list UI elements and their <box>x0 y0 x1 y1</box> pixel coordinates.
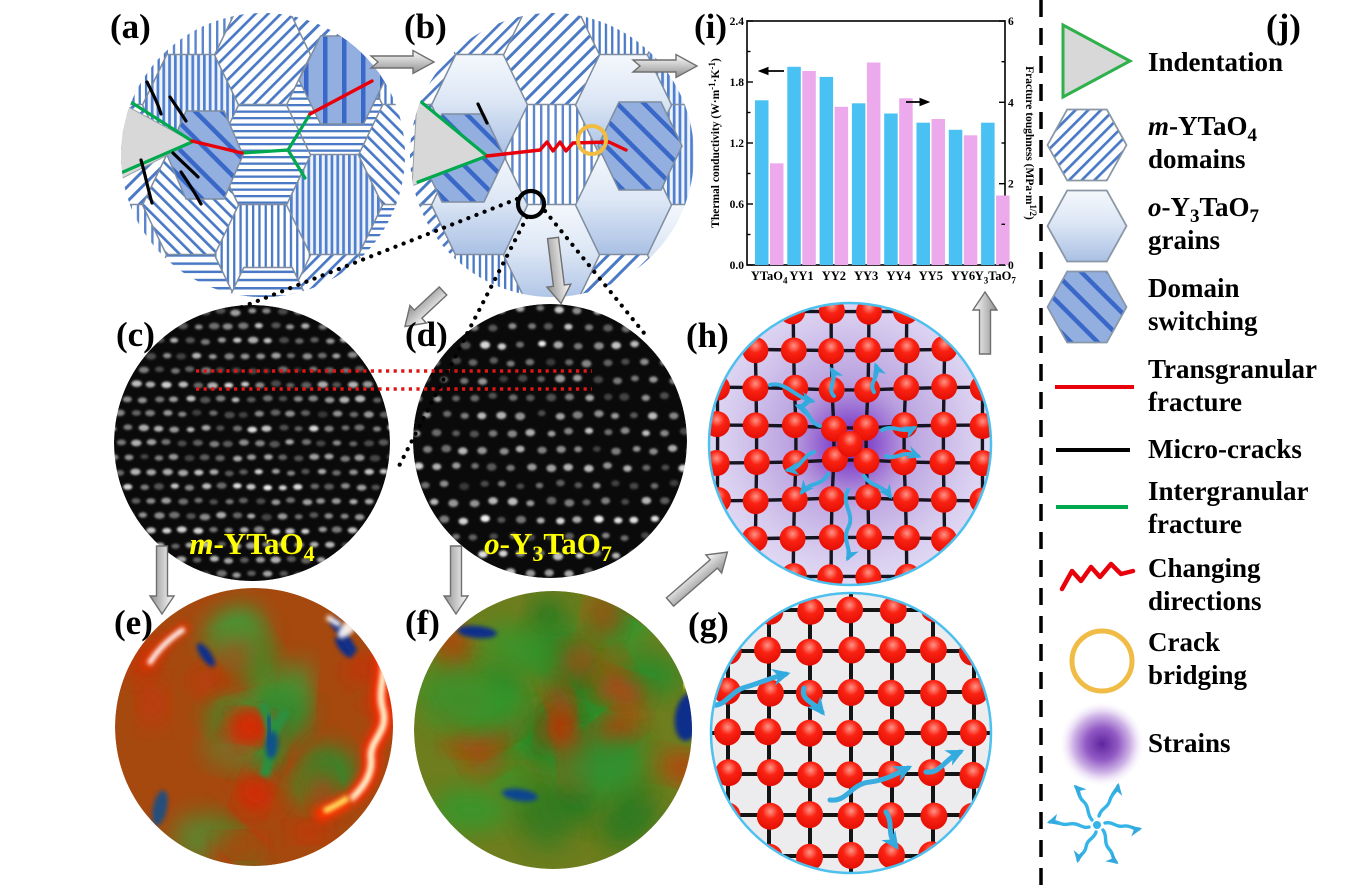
svg-text:(j): (j) <box>1266 7 1301 46</box>
svg-text:Y3TaO7: Y3TaO7 <box>975 269 1017 286</box>
svg-text:Domain: Domain <box>1148 273 1240 303</box>
svg-text:fracture: fracture <box>1148 387 1242 417</box>
svg-text:4: 4 <box>1008 97 1014 109</box>
svg-text:YY1: YY1 <box>789 269 813 283</box>
svg-text:YTaO4: YTaO4 <box>751 269 788 286</box>
svg-text:fracture: fracture <box>1148 509 1242 539</box>
svg-text:bridging: bridging <box>1148 660 1248 690</box>
svg-text:Crack: Crack <box>1148 627 1220 657</box>
svg-text:(b): (b) <box>404 7 447 46</box>
svg-text:Fracture toughness (MPa·m1/2): Fracture toughness (MPa·m1/2) <box>1023 66 1038 220</box>
svg-text:YY5: YY5 <box>919 269 943 283</box>
svg-text:YY2: YY2 <box>822 269 846 283</box>
svg-text:1.2: 1.2 <box>730 138 745 150</box>
svg-text:2: 2 <box>1008 179 1014 191</box>
svg-text:(c): (c) <box>116 315 155 354</box>
svg-text:2.4: 2.4 <box>730 16 745 28</box>
svg-text:Indentation: Indentation <box>1148 47 1283 77</box>
svg-text:6: 6 <box>1008 16 1014 28</box>
svg-text:grains: grains <box>1148 225 1220 255</box>
svg-text:Transgranular: Transgranular <box>1148 354 1317 384</box>
svg-text:o-Y3TaO7: o-Y3TaO7 <box>484 526 612 566</box>
svg-text:0: 0 <box>1008 260 1014 272</box>
svg-text:Strains: Strains <box>1148 728 1231 758</box>
svg-text:(g): (g) <box>688 605 729 644</box>
svg-text:0.0: 0.0 <box>730 260 745 272</box>
svg-text:Thermal conductivity (W·m-1·K-: Thermal conductivity (W·m-1·K-1) <box>707 58 722 228</box>
svg-text:(f): (f) <box>405 603 440 642</box>
svg-text:m-YTaO4: m-YTaO4 <box>189 526 314 566</box>
svg-text:YY4: YY4 <box>886 269 911 283</box>
svg-text:Intergranular: Intergranular <box>1148 476 1309 506</box>
svg-text:domains: domains <box>1148 144 1246 174</box>
svg-text:1.8: 1.8 <box>730 77 745 89</box>
svg-text:m-YTaO4: m-YTaO4 <box>1148 111 1258 146</box>
svg-text:Micro-cracks: Micro-cracks <box>1148 434 1302 464</box>
svg-text:(h): (h) <box>686 316 729 355</box>
svg-text:directions: directions <box>1148 586 1262 616</box>
svg-text:Changing: Changing <box>1148 553 1261 583</box>
svg-text:YY3: YY3 <box>854 269 878 283</box>
svg-text:YY6: YY6 <box>951 269 975 283</box>
svg-text:(i): (i) <box>694 7 727 46</box>
svg-text:(d): (d) <box>405 315 448 354</box>
svg-text:(a): (a) <box>110 7 151 46</box>
svg-text:(e): (e) <box>114 603 153 642</box>
svg-text:o-Y3TaO7: o-Y3TaO7 <box>1148 192 1260 227</box>
svg-text:0.6: 0.6 <box>730 199 745 211</box>
svg-text:switching: switching <box>1148 306 1258 336</box>
